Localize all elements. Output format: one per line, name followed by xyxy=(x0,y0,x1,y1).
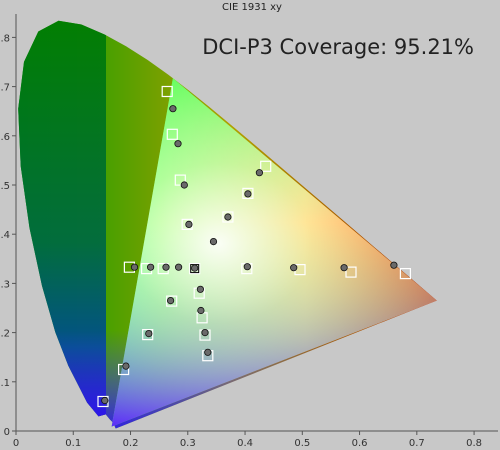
y-tick-label: 0.4 xyxy=(0,230,10,241)
measured-point xyxy=(130,263,139,271)
chart-title: CIE 1931 xy xyxy=(222,2,282,13)
target-square xyxy=(399,268,411,280)
measured-point xyxy=(147,263,155,271)
y-tick-label: 0.1 xyxy=(0,378,10,389)
measured-point xyxy=(244,190,252,198)
measured-point xyxy=(180,181,188,189)
x-tick-label: 0.3 xyxy=(180,438,196,449)
measured-point xyxy=(243,263,251,271)
x-tick-label: 0.2 xyxy=(123,438,139,449)
y-tick-label: 0.7 xyxy=(0,83,10,94)
measured-point xyxy=(191,264,199,272)
target-square xyxy=(345,266,357,278)
measured-point xyxy=(169,105,177,113)
target-square xyxy=(161,85,173,98)
measured-point xyxy=(175,263,183,271)
measured-point xyxy=(197,306,205,315)
y-tick-label: 0.8 xyxy=(0,33,10,44)
measured-point xyxy=(167,296,175,305)
measured-point xyxy=(162,263,170,271)
x-tick-label: 0.4 xyxy=(237,438,253,449)
measured-point xyxy=(390,261,398,269)
measured-point xyxy=(255,169,263,177)
measured-point xyxy=(145,329,153,338)
y-tick-label: 0.3 xyxy=(0,279,10,290)
measured-point xyxy=(201,328,209,337)
x-tick-label: 0.6 xyxy=(352,438,368,449)
target-square xyxy=(166,128,178,140)
measured-point xyxy=(174,140,182,148)
x-ticks: 0 0.1 0.2 0.3 0.4 0.5 0.6 0.7 0.8 xyxy=(13,431,482,449)
target-square xyxy=(242,187,254,199)
measured-points xyxy=(101,105,398,405)
measured-point xyxy=(101,396,109,405)
x-tick-label: 0.5 xyxy=(294,438,310,449)
y-tick-label: 0.2 xyxy=(0,329,10,340)
y-tick-label: 0.6 xyxy=(0,132,10,143)
x-tick-label: 0.7 xyxy=(409,438,425,449)
axes xyxy=(15,14,498,432)
target-square xyxy=(166,295,178,307)
measured-point xyxy=(185,220,193,228)
measured-point xyxy=(122,362,130,370)
measured-point xyxy=(224,213,232,221)
target-square xyxy=(142,329,154,341)
measured-point xyxy=(204,348,212,356)
x-tick-label: 0.8 xyxy=(466,438,482,449)
coverage-annotation: DCI-P3 Coverage: 95.21% xyxy=(202,35,474,59)
measured-point xyxy=(196,285,204,293)
y-ticks: 0 0.1 0.2 0.3 0.4 0.5 0.6 0.7 0.8 xyxy=(0,33,16,438)
target-square xyxy=(189,263,201,275)
x-tick-label: 0 xyxy=(13,438,19,449)
y-tick-label: 0.5 xyxy=(0,181,10,192)
measured-point xyxy=(209,238,218,246)
target-square xyxy=(222,211,234,223)
measured-point xyxy=(340,264,348,272)
target-square xyxy=(174,174,186,186)
target-square xyxy=(260,160,272,172)
measured-point xyxy=(290,264,298,272)
y-tick-label: 0 xyxy=(4,427,10,438)
x-tick-label: 0.1 xyxy=(65,438,81,449)
